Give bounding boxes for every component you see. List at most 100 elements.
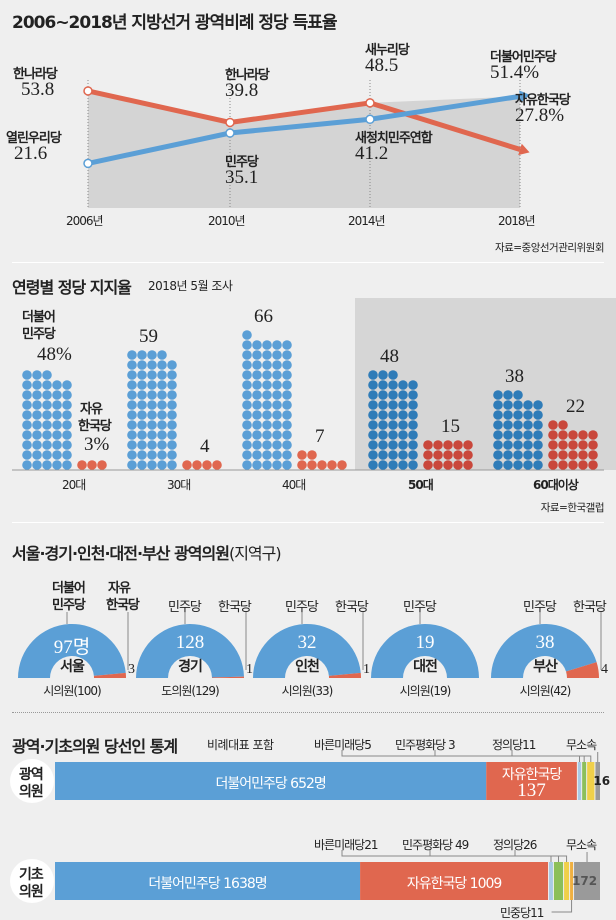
- dot-blue: [22, 380, 32, 390]
- dot-blue: [137, 410, 147, 420]
- dot-blue: [62, 400, 72, 410]
- data-point: [83, 158, 93, 169]
- dot-blue: [378, 430, 388, 440]
- arrow-head: [518, 143, 530, 156]
- dot-blue: [157, 380, 167, 390]
- dot-blue: [398, 450, 408, 460]
- dot-blue: [272, 400, 282, 410]
- leader-line: [514, 850, 568, 862]
- dot-blue: [252, 400, 262, 410]
- red-count: 1: [363, 662, 370, 677]
- dot-red: [588, 450, 598, 460]
- bar-value-label: 22: [566, 396, 585, 417]
- dot-blue: [147, 430, 157, 440]
- dot-blue: [137, 440, 147, 450]
- segment-label: 더불어민주당 652명: [215, 776, 326, 792]
- dot-blue: [147, 370, 157, 380]
- dot-red: [433, 450, 443, 460]
- dot-blue: [157, 460, 167, 470]
- seat-count: 32: [297, 632, 317, 653]
- dot-blue: [408, 380, 418, 390]
- dot-blue: [398, 390, 408, 400]
- red-count: 4: [601, 662, 608, 677]
- dot-blue: [157, 420, 167, 430]
- dot-blue: [252, 450, 262, 460]
- dot-blue: [62, 380, 72, 390]
- dot-blue: [398, 420, 408, 430]
- legend-red-line2: 한국당: [78, 419, 112, 434]
- dot-blue: [127, 370, 137, 380]
- semicircle-blue: [18, 624, 126, 678]
- dot-blue: [42, 420, 52, 430]
- dot-blue: [378, 460, 388, 470]
- dot-red: [453, 460, 463, 470]
- semicircle-blue: [253, 623, 361, 678]
- segment-callout: 민중당11: [500, 906, 544, 920]
- dot-blue: [242, 390, 252, 400]
- caption: 시의원(33): [281, 684, 334, 698]
- dot-blue: [262, 430, 272, 440]
- dot-blue: [252, 370, 262, 380]
- category-label: 20대: [62, 478, 86, 492]
- dot-blue: [147, 410, 157, 420]
- dot-blue: [523, 440, 533, 450]
- dot-red: [77, 460, 87, 470]
- semicircle-red: [566, 662, 599, 678]
- x-tick-label: 2006년: [66, 214, 104, 228]
- dot-blue: [42, 460, 52, 470]
- dot-blue: [127, 420, 137, 430]
- segment-value: 172: [572, 874, 598, 888]
- dot-blue: [62, 440, 72, 450]
- dot-blue: [52, 460, 62, 470]
- dot-blue: [523, 460, 533, 470]
- dot-blue: [32, 450, 42, 460]
- dot-blue: [408, 420, 418, 430]
- dot-red: [297, 460, 307, 470]
- leader-line: [429, 850, 560, 862]
- dot-red: [558, 420, 568, 430]
- dot-blue: [157, 370, 167, 380]
- line-area: [88, 90, 520, 208]
- x-tick-label: 2018년: [498, 214, 536, 228]
- point-party-label: 민주당: [225, 155, 259, 171]
- dot-blue: [368, 410, 378, 420]
- dot-blue: [62, 420, 72, 430]
- dot-blue: [272, 390, 282, 400]
- dot-red: [433, 460, 443, 470]
- dot-blue: [42, 450, 52, 460]
- point-value-label: 48.5: [365, 54, 399, 76]
- dot-red: [192, 460, 202, 470]
- dot-blue: [378, 410, 388, 420]
- dot-blue: [157, 450, 167, 460]
- x-tick-label: 2010년: [208, 214, 246, 228]
- dot-blue: [22, 430, 32, 440]
- point-value-label: 41.2: [355, 143, 389, 165]
- semicircle-red: [211, 676, 244, 678]
- bar-value-label: 59: [139, 326, 158, 347]
- dot-blue: [32, 410, 42, 420]
- segment-label: 자유한국당: [501, 767, 562, 783]
- dot-blue: [513, 400, 523, 410]
- data-point: [365, 114, 375, 125]
- dot-blue: [523, 420, 533, 430]
- city-label: 경기: [178, 659, 203, 675]
- dot-red: [558, 440, 568, 450]
- dot-blue: [157, 440, 167, 450]
- bar-segment-무소속: [574, 862, 600, 900]
- dot-blue: [503, 450, 513, 460]
- dot-blue: [62, 460, 72, 470]
- dot-red: [588, 430, 598, 440]
- dot-blue: [368, 380, 378, 390]
- dot-blue: [282, 370, 292, 380]
- dot-red: [588, 460, 598, 470]
- dot-blue: [147, 440, 157, 450]
- dot-blue: [137, 370, 147, 380]
- dot-red: [453, 440, 463, 450]
- row-label-line1: 기초: [19, 867, 44, 883]
- dot-blue: [378, 400, 388, 410]
- dot-blue: [388, 410, 398, 420]
- bar-value-label: 7: [315, 426, 325, 447]
- dot-red: [558, 450, 568, 460]
- point-party-label: 한나라당: [225, 68, 270, 84]
- stats-chart-subtitle: 비례대표 포함: [207, 738, 274, 752]
